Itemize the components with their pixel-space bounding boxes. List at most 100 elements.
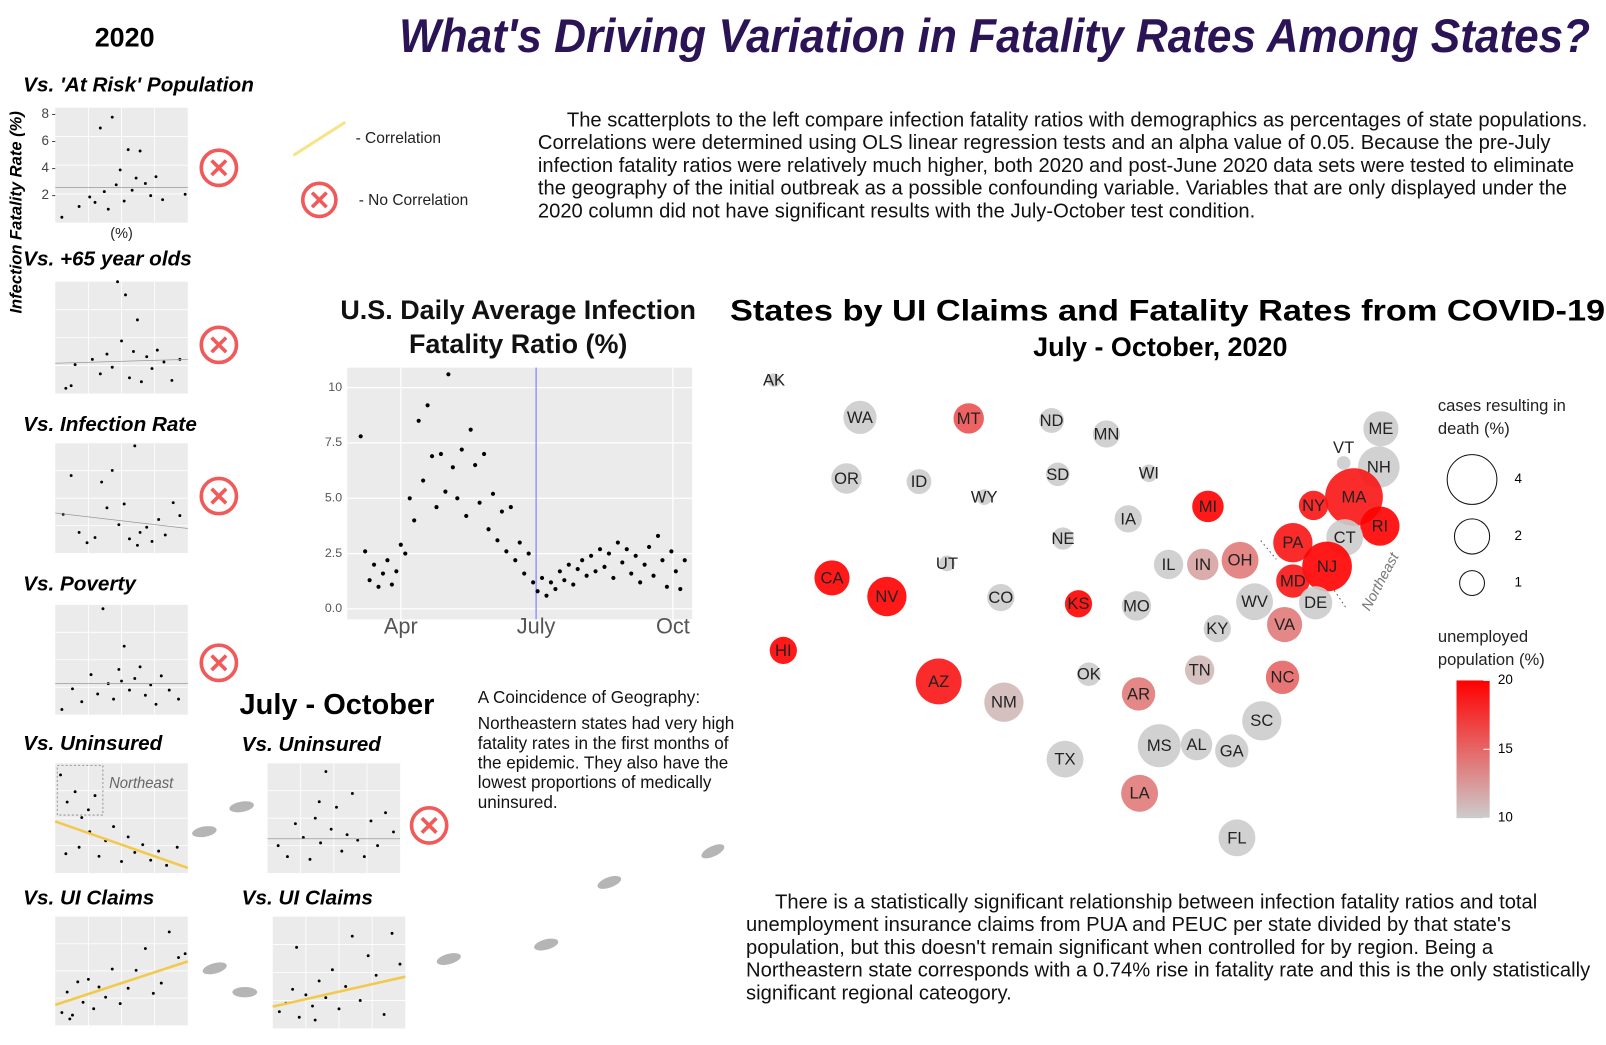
state-label: MT — [957, 409, 981, 428]
point — [117, 667, 121, 671]
y-tick-label: 6 — [42, 133, 49, 148]
point — [293, 822, 297, 826]
panel-title: Vs. Infection Rate — [23, 413, 197, 436]
point — [398, 962, 402, 966]
state-label: VA — [1274, 615, 1296, 634]
y-tick-label: 10 — [328, 380, 342, 394]
size-legend-label: 1 — [1515, 575, 1522, 590]
point — [490, 491, 496, 496]
point — [382, 1012, 386, 1016]
color-legend-label: 10 — [1498, 810, 1513, 825]
panel-title: Vs. UI Claims — [23, 886, 154, 909]
point — [374, 973, 378, 977]
point — [112, 697, 116, 701]
size-legend-circle — [1453, 518, 1491, 555]
point — [642, 562, 647, 567]
point — [486, 527, 491, 532]
chart-subtitle: July - October, 2020 — [1033, 332, 1287, 362]
state-label: FL — [1227, 828, 1246, 847]
column-heading: 2020 — [95, 22, 155, 52]
point — [149, 683, 153, 687]
bubble — [1336, 456, 1351, 470]
point — [455, 496, 460, 501]
point — [77, 204, 81, 208]
bubble — [831, 463, 862, 494]
panel-title: Vs. 'At Risk' Population — [23, 73, 254, 96]
point — [513, 558, 518, 563]
point — [73, 363, 77, 367]
point — [171, 501, 175, 505]
point — [371, 562, 377, 567]
point — [138, 665, 142, 669]
point — [154, 702, 158, 706]
footprint — [232, 987, 258, 998]
bubble — [1153, 549, 1184, 580]
legend-icon — [300, 181, 338, 219]
y-tick-label: 7.5 — [325, 435, 342, 449]
no-correlation-cross — [210, 336, 228, 354]
state-label: WV — [1241, 592, 1268, 611]
size-legend-title: cases resulting in death (%) — [1437, 397, 1566, 439]
intro-block: The scatterplots to the left compare inf… — [538, 109, 1587, 223]
state-label: KY — [1206, 619, 1228, 638]
point — [161, 198, 165, 202]
point — [155, 348, 159, 352]
point — [620, 560, 625, 565]
bubble — [1180, 728, 1213, 761]
point — [434, 505, 439, 510]
point — [580, 558, 585, 563]
point — [673, 569, 678, 574]
point — [358, 999, 362, 1002]
bubble — [1121, 774, 1159, 812]
state-label: TN — [1189, 660, 1211, 679]
point — [69, 384, 73, 388]
state-label: MD — [1280, 571, 1306, 590]
point — [384, 811, 387, 815]
state-label: TX — [1054, 750, 1075, 769]
point — [106, 207, 110, 211]
color-legend-label: 20 — [1498, 672, 1513, 687]
point — [159, 981, 163, 985]
point — [133, 850, 137, 854]
point — [65, 800, 69, 804]
state-label: WI — [1139, 464, 1159, 483]
point — [301, 835, 305, 839]
point — [93, 794, 97, 798]
y-tick-label: 2 — [42, 187, 49, 202]
point — [157, 518, 161, 521]
point — [647, 544, 652, 550]
point — [329, 827, 333, 831]
state-label: ID — [911, 472, 928, 491]
annotation: Northeast — [1359, 550, 1403, 614]
bubble — [1121, 591, 1152, 621]
point — [508, 505, 513, 510]
state-label: NY — [1302, 496, 1325, 515]
bubble — [915, 658, 962, 705]
bubble — [1184, 655, 1215, 685]
point — [141, 843, 145, 847]
size-legend-title-box: cases resulting in death (%) — [1437, 397, 1566, 439]
point — [71, 687, 74, 691]
point — [495, 538, 500, 543]
point — [539, 575, 545, 581]
annotation-bracket — [1260, 540, 1348, 610]
point — [167, 688, 171, 692]
point — [544, 593, 549, 598]
point — [177, 956, 180, 959]
point — [90, 357, 94, 361]
footprint — [192, 826, 217, 838]
point — [88, 195, 92, 199]
point — [93, 200, 97, 204]
point — [150, 539, 154, 543]
state-label: NJ — [1317, 557, 1337, 576]
y-tick-label: 2.5 — [325, 546, 342, 560]
point — [324, 996, 328, 1000]
bubble — [1218, 819, 1256, 857]
point — [134, 176, 138, 180]
state-label: MA — [1342, 488, 1368, 507]
legend-line — [292, 120, 347, 157]
point — [110, 365, 114, 369]
point — [69, 474, 73, 478]
bubble — [939, 555, 955, 572]
point — [151, 991, 155, 995]
